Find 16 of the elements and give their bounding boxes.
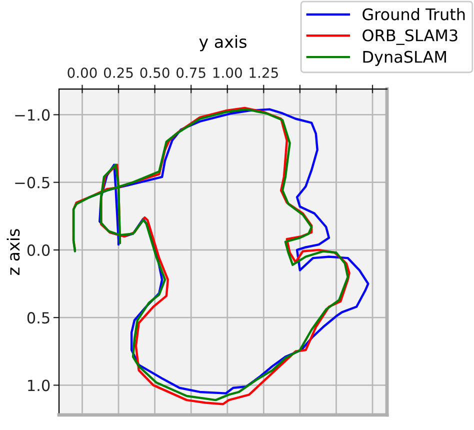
legend-label: Ground Truth <box>362 8 465 20</box>
x-tick-label: 0.00 <box>68 67 97 78</box>
y-tick-label: −1.0 <box>15 109 50 121</box>
y-tick-label: −0.5 <box>15 176 50 188</box>
legend-label: DynaSLAM <box>363 50 446 66</box>
x-tick-label: 0.75 <box>176 67 206 78</box>
y-tick-label: 0.5 <box>27 312 50 324</box>
y-axis-title: z axis <box>6 229 20 275</box>
y-tick-label: 0.0 <box>27 244 50 256</box>
legend-label: ORB_SLAM3 <box>362 29 458 45</box>
x-axis-title: y axis <box>199 35 246 52</box>
x-tick-label: 1.25 <box>250 67 278 78</box>
x-tick-label: 1.00 <box>213 67 242 78</box>
x-tick-label: 0.25 <box>104 67 133 78</box>
y-tick-label: 1.0 <box>28 380 50 392</box>
x-tick-label: 0.50 <box>140 67 170 78</box>
